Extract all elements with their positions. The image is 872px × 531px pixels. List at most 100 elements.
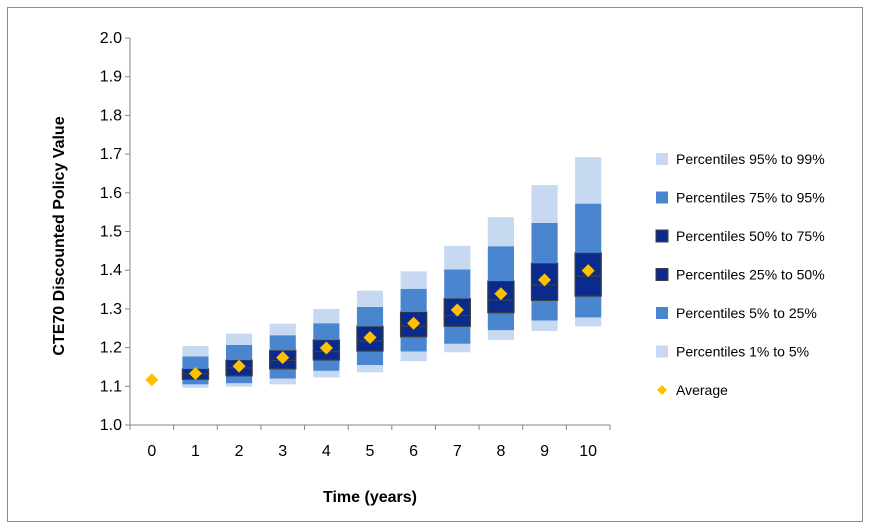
band-p95-p99 — [444, 245, 471, 270]
band-p75-p95 — [182, 356, 209, 369]
average-marker — [538, 273, 552, 287]
band-p5-p25 — [531, 300, 558, 321]
y-tick-label: 1.2 — [100, 340, 122, 357]
legend-label: Percentiles 95% to 99% — [676, 151, 825, 167]
band-p75-p95 — [356, 306, 384, 327]
x-tick-label: 9 — [540, 443, 549, 460]
band-p1-p5 — [356, 365, 384, 373]
band-p25-p50 — [574, 275, 602, 297]
band-p75-p95 — [400, 288, 427, 312]
average-marker — [188, 367, 202, 381]
y-axis-title: CTE70 Discounted Policy Value — [51, 116, 68, 355]
band-p1-p5 — [444, 343, 471, 353]
average-marker — [319, 341, 333, 355]
legend: Percentiles 95% to 99% Percentiles 75% to… — [655, 151, 825, 398]
y-tick-label: 1.1 — [100, 378, 122, 395]
x-tick-label: 5 — [366, 443, 375, 460]
legend-label: Average — [676, 382, 728, 398]
percentile-boxes — [181, 157, 602, 388]
average-marker — [363, 331, 377, 345]
band-p1-p5 — [313, 370, 340, 378]
band-p5-p25 — [269, 368, 296, 379]
band-p95-p99 — [531, 185, 558, 223]
average-marker — [276, 351, 290, 365]
band-p1-p5 — [182, 384, 209, 388]
y-tick-label: 2.0 — [100, 30, 122, 47]
y-tick-label: 1.5 — [100, 224, 122, 241]
band-p95-p99 — [313, 308, 340, 324]
axes — [125, 37, 611, 430]
band-p75-p95 — [575, 203, 602, 253]
band-p5-p25 — [575, 296, 602, 318]
x-tick-label: 1 — [191, 443, 200, 460]
band-p95-p99 — [269, 323, 296, 336]
band-p5-p25 — [226, 375, 253, 384]
band-p5-p25 — [400, 336, 427, 352]
band-p95-p99 — [575, 157, 602, 204]
x-tick-label: 0 — [147, 443, 156, 460]
y-tick-label: 1.4 — [100, 262, 122, 279]
legend-swatch — [656, 307, 668, 319]
band-p75-p95 — [226, 344, 253, 360]
average-marker — [407, 316, 421, 330]
band-p75-p95 — [269, 335, 296, 351]
x-tick-label: 3 — [278, 443, 287, 460]
band-p95-p99 — [182, 346, 209, 357]
band-p1-p5 — [531, 320, 558, 331]
band-p75-p95 — [487, 246, 514, 282]
band-p5-p25 — [182, 379, 209, 385]
y-tick-label: 1.7 — [100, 146, 122, 163]
x-tick-label: 6 — [409, 443, 418, 460]
chart-frame — [7, 7, 863, 522]
y-tick-label: 1.6 — [100, 185, 122, 202]
legend-label: Percentiles 1% to 5% — [676, 344, 809, 360]
average-marker — [494, 287, 508, 301]
legend-label: Percentiles 50% to 75% — [676, 228, 825, 244]
x-tick-label: 7 — [453, 443, 462, 460]
band-p5-p25 — [356, 351, 384, 366]
legend-swatch — [655, 268, 669, 281]
y-tick-label: 1.9 — [100, 69, 122, 86]
band-p1-p5 — [575, 317, 602, 327]
band-p1-p5 — [269, 378, 296, 385]
x-tick-label: 8 — [496, 443, 505, 460]
band-p95-p99 — [400, 271, 427, 289]
y-tick-label: 1.3 — [100, 301, 122, 318]
band-p95-p99 — [487, 217, 514, 247]
band-p25-p50 — [530, 284, 559, 301]
band-p1-p5 — [487, 330, 514, 340]
average-marker — [450, 303, 464, 317]
legend-label: Percentiles 75% to 95% — [676, 190, 825, 206]
band-p1-p5 — [400, 351, 427, 362]
legend-swatch — [656, 345, 668, 358]
x-axis-title: Time (years) — [323, 489, 417, 506]
band-p75-p95 — [313, 323, 340, 340]
band-p5-p25 — [444, 326, 471, 344]
x-tick-label: 4 — [322, 443, 331, 460]
legend-label: Percentiles 5% to 25% — [676, 305, 817, 321]
band-p5-p25 — [313, 359, 340, 371]
y-tick-label: 1.8 — [100, 107, 122, 124]
band-p25-p50 — [443, 314, 471, 327]
y-tick-label: 1.0 — [100, 417, 122, 434]
average-marker — [232, 359, 246, 373]
x-tick-label: 2 — [235, 443, 244, 460]
legend-swatch — [656, 191, 668, 204]
band-p5-p25 — [487, 312, 514, 331]
band-p95-p99 — [356, 290, 384, 307]
average-marker — [145, 373, 159, 387]
legend-label: Percentiles 25% to 50% — [676, 267, 825, 283]
x-tick-label: 10 — [579, 443, 597, 460]
band-p25-p50 — [487, 299, 515, 314]
band-p95-p99 — [226, 333, 253, 345]
legend-swatch — [656, 153, 668, 165]
average-markers — [145, 264, 595, 387]
tick-labels: 1.0 1.1 1.2 1.3 1.4 1.5 1.6 1.7 1.8 1.9 2.0 0 1 2 3 4 5 6… — [100, 30, 597, 460]
legend-swatch-average — [657, 385, 667, 395]
band-p1-p5 — [226, 383, 253, 387]
average-marker — [581, 264, 595, 278]
legend-swatch — [655, 229, 669, 243]
band-p75-p95 — [531, 222, 558, 264]
band-p75-p95 — [444, 269, 471, 299]
